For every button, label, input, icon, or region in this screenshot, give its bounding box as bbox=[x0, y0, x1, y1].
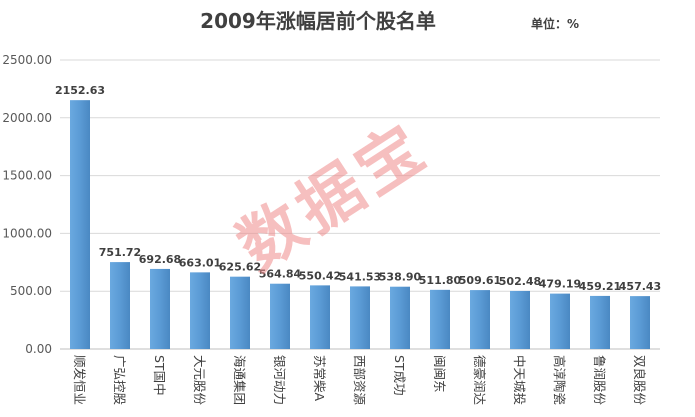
bar bbox=[350, 286, 370, 349]
data-label: 511.80 bbox=[419, 274, 462, 287]
bar bbox=[310, 285, 330, 349]
bar bbox=[590, 295, 610, 349]
y-tick-label: 1000.00 bbox=[2, 226, 52, 240]
data-labels: 2152.63 751.72692.68663.01625.62564.84550… bbox=[55, 84, 661, 293]
data-label: 692.68 bbox=[139, 253, 181, 266]
data-label: 459.21 bbox=[579, 280, 621, 293]
bar bbox=[110, 262, 130, 349]
category-label: 德豪润达 bbox=[472, 355, 487, 406]
bar bbox=[430, 289, 450, 349]
y-tick-label: 1500.00 bbox=[2, 169, 52, 183]
data-label: 663.01 bbox=[179, 256, 221, 269]
data-label: 2152.63 bbox=[55, 84, 105, 97]
category-label: 闽闽东 bbox=[432, 355, 447, 393]
x-axis: 顺发恒业 广弘控股 ST国中 大元股份 海通集团 银河动力 苏常柴A 西部资源 ST成功 闽闽东 德… bbox=[72, 355, 647, 406]
category-label: ST成功 bbox=[392, 355, 407, 396]
data-label: 625.62 bbox=[219, 261, 261, 274]
data-label: 541.53 bbox=[339, 270, 381, 283]
category-label: 银河动力 bbox=[272, 355, 287, 405]
category-label: 西部资源 bbox=[352, 355, 367, 406]
data-label: 502.48 bbox=[499, 275, 541, 288]
category-label: 鲁润股份 bbox=[592, 355, 607, 406]
category-label: 中天城投 bbox=[512, 355, 527, 405]
bar bbox=[190, 272, 210, 349]
category-label: ST国中 bbox=[152, 355, 167, 396]
bar bbox=[630, 296, 650, 349]
unit-label: 单位：% bbox=[531, 16, 579, 31]
data-label: 538.90 bbox=[379, 271, 422, 284]
category-label: 广弘控股 bbox=[112, 355, 127, 406]
bar bbox=[550, 293, 570, 349]
data-label: 509.61 bbox=[459, 274, 501, 287]
data-label: 564.84 bbox=[259, 268, 302, 281]
data-label: 751.72 bbox=[99, 246, 141, 259]
data-label: 457.43 bbox=[619, 280, 661, 293]
bars bbox=[70, 100, 650, 349]
bar bbox=[70, 100, 90, 349]
category-label: 双良股份 bbox=[632, 355, 647, 406]
bar bbox=[390, 286, 410, 349]
bar bbox=[270, 283, 290, 349]
y-axis: 0.00 500.00 1000.00 1500.00 2000.00 2500.00 bbox=[2, 53, 52, 356]
bar bbox=[470, 290, 490, 349]
category-label: 顺发恒业 bbox=[72, 355, 87, 405]
watermark: 数据宝 bbox=[225, 109, 441, 285]
category-label: 海通集团 bbox=[232, 355, 247, 405]
y-tick-label: 0.00 bbox=[25, 342, 52, 356]
y-tick-label: 500.00 bbox=[10, 284, 52, 298]
bar bbox=[230, 276, 250, 349]
data-label: 550.42 bbox=[299, 269, 341, 282]
data-label: 479.19 bbox=[539, 278, 581, 291]
y-tick-label: 2000.00 bbox=[2, 111, 52, 125]
chart-title: 2009年涨幅居前个股名单 bbox=[200, 9, 436, 33]
bar bbox=[150, 268, 170, 349]
category-label: 高淳陶瓷 bbox=[552, 355, 567, 405]
category-label: 大元股份 bbox=[192, 355, 207, 406]
y-tick-label: 2500.00 bbox=[2, 53, 52, 67]
category-label: 苏常柴A bbox=[312, 355, 327, 402]
bar bbox=[510, 290, 530, 349]
